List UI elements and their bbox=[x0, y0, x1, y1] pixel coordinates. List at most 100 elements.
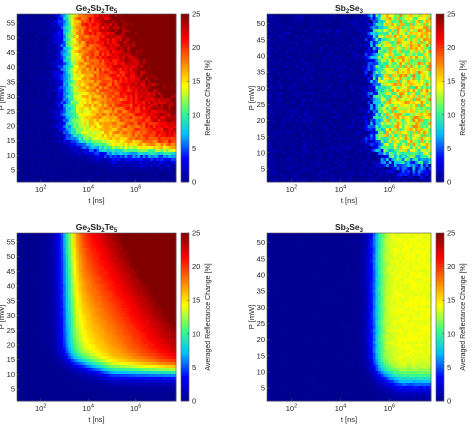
heatmap-cell bbox=[152, 17, 156, 21]
heatmap-cell bbox=[165, 131, 169, 135]
heatmap-cell bbox=[288, 32, 292, 36]
heatmap-cell bbox=[372, 14, 376, 18]
heatmap-cell bbox=[99, 179, 103, 183]
heatmap-cell bbox=[306, 23, 310, 27]
heatmap-cell bbox=[155, 71, 159, 75]
heatmap-cell bbox=[83, 158, 87, 162]
heatmap-cell bbox=[163, 74, 167, 78]
heatmap-cell bbox=[63, 155, 67, 159]
heatmap-cell bbox=[380, 71, 384, 75]
heatmap-cell bbox=[60, 107, 64, 111]
heatmap-cell bbox=[58, 65, 61, 69]
heatmap-cell bbox=[96, 164, 100, 168]
heatmap-cell bbox=[29, 155, 33, 159]
heatmap-cell bbox=[173, 41, 177, 45]
heatmap-cell bbox=[407, 26, 411, 30]
heatmap-cell bbox=[40, 53, 44, 57]
heatmap-cell bbox=[127, 14, 131, 18]
heatmap-cell bbox=[93, 173, 97, 177]
heatmap-cell bbox=[290, 47, 294, 51]
heatmap-cell bbox=[88, 59, 92, 63]
heatmap-cell bbox=[86, 125, 90, 129]
heatmap-cell bbox=[170, 110, 174, 114]
heatmap-cell bbox=[50, 113, 54, 117]
heatmap-cell bbox=[37, 161, 41, 165]
heatmap-cell bbox=[88, 68, 92, 72]
heatmap-cell bbox=[165, 53, 169, 57]
heatmap-cell bbox=[173, 38, 177, 42]
heatmap-cell bbox=[50, 50, 54, 54]
heatmap-cell bbox=[327, 17, 331, 21]
heatmap-cell bbox=[88, 173, 92, 177]
heatmap-cell bbox=[147, 173, 151, 177]
heatmap-cell bbox=[60, 161, 64, 165]
heatmap-cell bbox=[75, 149, 79, 153]
heatmap-cell bbox=[173, 26, 177, 30]
heatmap-cell bbox=[160, 74, 164, 78]
heatmap-cell bbox=[134, 173, 138, 177]
heatmap-cell bbox=[372, 20, 376, 24]
heatmap-cell bbox=[155, 173, 159, 177]
heatmap-cell bbox=[155, 83, 159, 87]
heatmap-cell bbox=[29, 56, 33, 60]
heatmap-cell bbox=[68, 170, 72, 174]
heatmap-cell bbox=[378, 32, 382, 36]
heatmap-cell bbox=[37, 53, 41, 57]
heatmap-cell bbox=[317, 68, 321, 72]
heatmap-cell bbox=[114, 29, 118, 33]
heatmap-cell bbox=[386, 32, 390, 36]
heatmap-cell bbox=[132, 140, 136, 144]
heatmap-cell bbox=[55, 134, 59, 138]
heatmap-cell bbox=[391, 62, 395, 66]
heatmap-cell bbox=[272, 41, 276, 45]
heatmap-cell bbox=[75, 32, 79, 36]
heatmap-cell bbox=[145, 86, 149, 90]
heatmap-cell bbox=[75, 77, 79, 81]
heatmap-cell bbox=[359, 56, 363, 60]
heatmap-cell bbox=[122, 71, 126, 75]
heatmap-cell bbox=[19, 77, 23, 81]
heatmap-cell bbox=[111, 179, 115, 183]
colorbar-swatch bbox=[181, 75, 189, 79]
heatmap-cell bbox=[393, 26, 398, 30]
heatmap-cell bbox=[378, 14, 382, 18]
heatmap-cell bbox=[165, 98, 169, 102]
heatmap-cell bbox=[88, 146, 92, 150]
heatmap-cell bbox=[140, 173, 144, 177]
colorbar-swatch bbox=[181, 58, 189, 62]
heatmap-cell bbox=[75, 68, 79, 72]
heatmap-cell bbox=[142, 44, 146, 48]
heatmap-cell bbox=[122, 74, 126, 78]
heatmap-cell bbox=[32, 137, 36, 141]
heatmap-cell bbox=[86, 146, 90, 150]
heatmap-cell bbox=[117, 53, 120, 57]
heatmap-cell bbox=[137, 152, 141, 156]
heatmap-cell bbox=[150, 47, 154, 51]
heatmap-cell bbox=[168, 80, 172, 84]
heatmap-cell bbox=[407, 65, 411, 69]
heatmap-cell bbox=[378, 44, 382, 48]
colorbar-swatch bbox=[181, 109, 189, 113]
colorbar-swatch bbox=[181, 89, 189, 93]
heatmap-cell bbox=[45, 92, 49, 96]
heatmap-cell bbox=[96, 179, 100, 183]
heatmap-cell bbox=[425, 62, 429, 66]
heatmap-cell bbox=[119, 128, 123, 132]
heatmap-cell bbox=[19, 17, 23, 21]
heatmap-cell bbox=[47, 77, 51, 81]
heatmap-cell bbox=[34, 116, 38, 120]
heatmap-cell bbox=[99, 149, 103, 153]
heatmap-cell bbox=[417, 29, 421, 33]
heatmap-cell bbox=[24, 137, 28, 141]
colorbar-swatch bbox=[181, 103, 189, 107]
heatmap-cell bbox=[277, 68, 281, 72]
heatmap-cell bbox=[42, 173, 46, 177]
heatmap-cell bbox=[409, 50, 413, 54]
heatmap-cell bbox=[393, 50, 398, 54]
heatmap-cell bbox=[150, 23, 154, 27]
heatmap-cell bbox=[134, 134, 138, 138]
heatmap-cell bbox=[168, 137, 172, 141]
heatmap-cell bbox=[73, 119, 77, 123]
heatmap-cell bbox=[383, 32, 387, 36]
heatmap-cell bbox=[111, 23, 115, 27]
